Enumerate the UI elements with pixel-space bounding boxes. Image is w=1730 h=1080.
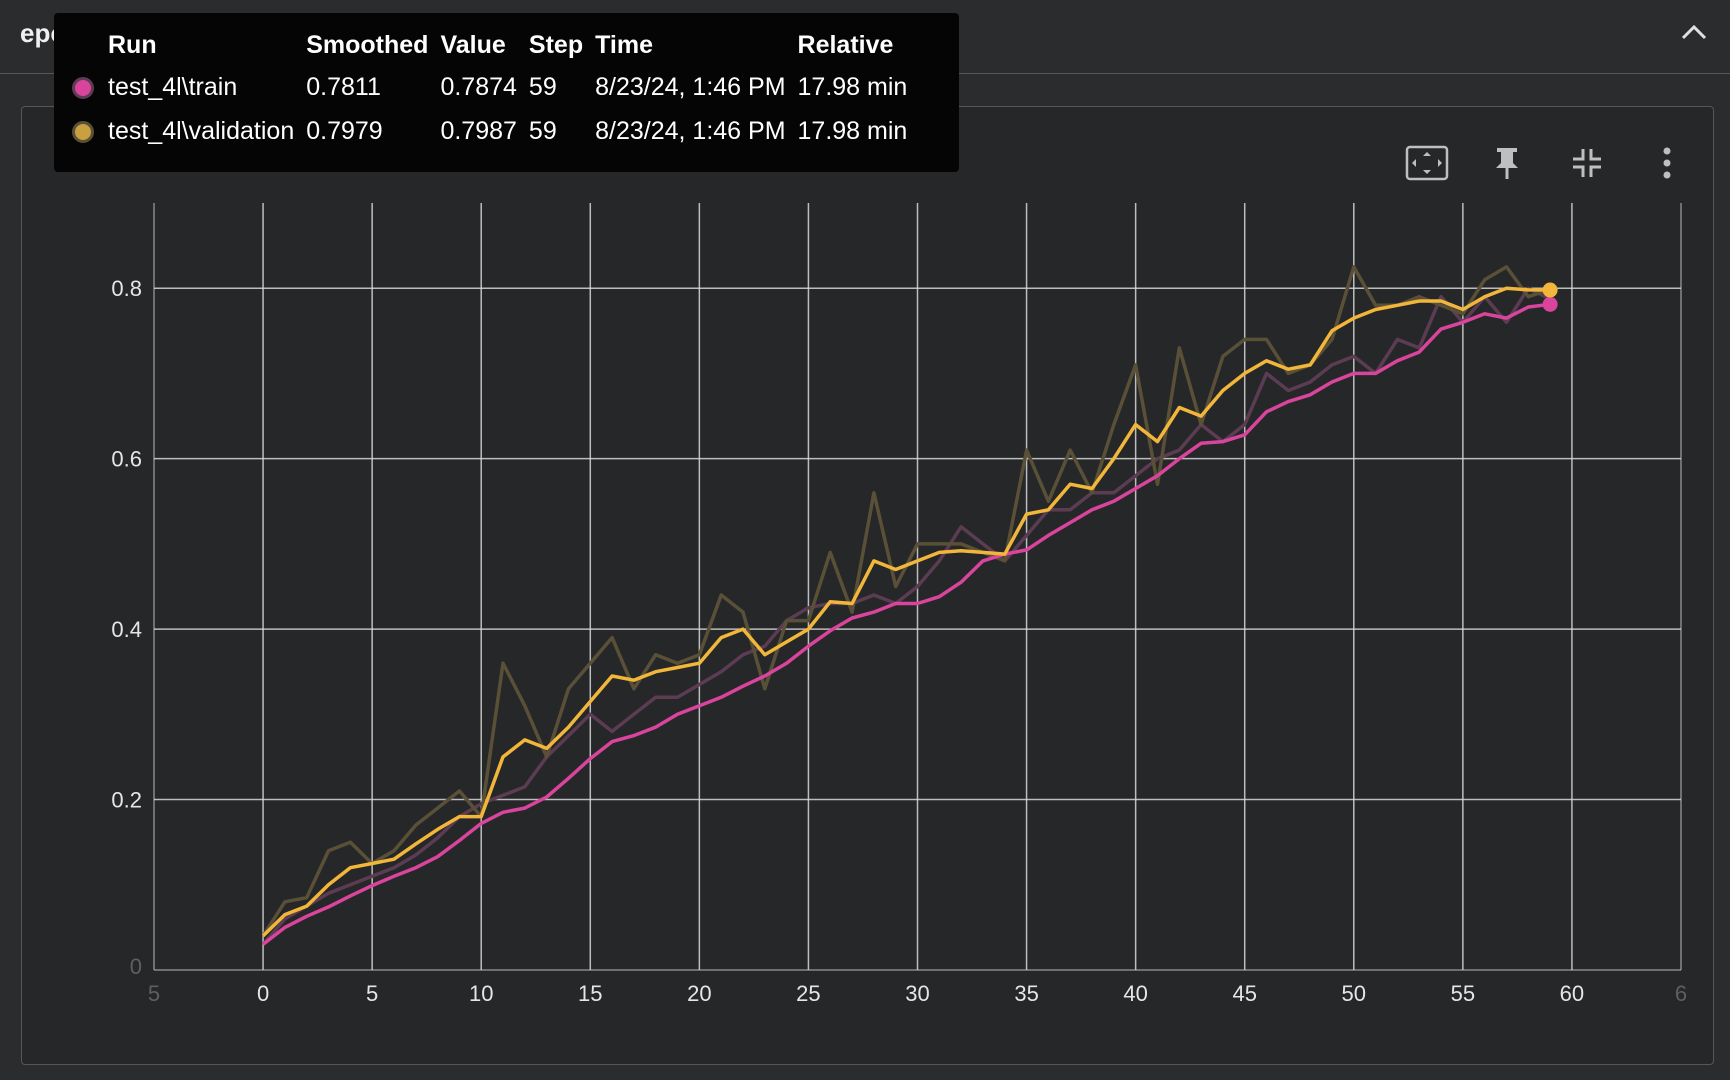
- x-tick-label: 15: [578, 981, 602, 1006]
- smoothed-value: 0.7811: [306, 72, 381, 101]
- x-tick-label: 30: [905, 981, 929, 1006]
- tick-labels: 0 5 10 15 20 25 30 35 40 45 50 55 605 60.20.40.60.80: [111, 276, 1687, 1006]
- tooltip-header-row: Run Smoothed Value Step Time Relative: [72, 31, 919, 65]
- value-header: Value: [440, 31, 506, 59]
- time-header: Time: [595, 31, 654, 59]
- fit-domain-icon: [1405, 145, 1449, 181]
- smoothed-value: 0.7979: [306, 116, 383, 145]
- validation-hover-point: [1542, 282, 1558, 298]
- chart-card: epoch_accuracy: [21, 106, 1714, 1065]
- step-header: Step: [528, 31, 584, 59]
- train-hover-point: [1542, 296, 1558, 312]
- x-tick-label: 40: [1123, 981, 1147, 1006]
- tooltip-row: test_4l\validation 0.7979 0.7987 59 8/23…: [72, 109, 919, 153]
- run-swatch: [72, 65, 108, 109]
- smoothed-header: Smoothed: [306, 31, 429, 59]
- x-tick-label: 10: [469, 981, 493, 1006]
- chevron-up-icon: [1681, 24, 1707, 40]
- relative-value: 17.98 min: [797, 116, 908, 145]
- tooltip-table: Run Smoothed Value Step Time Relative te…: [72, 31, 919, 153]
- y-tick-label: 0.8: [111, 276, 142, 301]
- x-tick-label: 60: [1560, 981, 1584, 1006]
- train-smoothed-line: [262, 302, 1551, 946]
- y-tick-label: 0.4: [111, 617, 142, 642]
- y-tick-label: 0.2: [111, 788, 142, 813]
- x-tick-label: 20: [687, 981, 711, 1006]
- time-value: 8/23/24, 1:46 PM: [595, 72, 786, 101]
- collapse-button[interactable]: [1672, 12, 1716, 52]
- validation-smoothed-line: [261, 286, 1551, 938]
- run-name: test_4l\validation: [108, 116, 295, 145]
- run-header: Run: [108, 31, 157, 59]
- more-vert-icon: [1663, 147, 1671, 179]
- x-tick-label: 35: [1014, 981, 1038, 1006]
- tooltip-row: test_4l\train 0.7811 0.7874 59 8/23/24, …: [72, 65, 919, 109]
- x-tick-label: 25: [796, 981, 820, 1006]
- x-tick-label: 50: [1342, 981, 1366, 1006]
- time-value: 8/23/24, 1:46 PM: [595, 116, 786, 145]
- pin-icon: [1496, 148, 1518, 179]
- validation-raw-line: [261, 265, 1551, 937]
- swatch-header: [72, 31, 108, 65]
- run-name: test_4l\train: [108, 72, 238, 101]
- x-tick-label-edge: 5: [148, 981, 160, 1006]
- x-tick-label-edge: 6: [1675, 981, 1687, 1006]
- relative-value: 17.98 min: [797, 72, 908, 101]
- pin-button[interactable]: [1482, 139, 1532, 187]
- minimize-button[interactable]: [1562, 139, 1612, 187]
- grid: [153, 203, 1682, 971]
- run-swatch: [72, 109, 108, 153]
- more-menu-button[interactable]: [1642, 139, 1692, 187]
- y-tick-label-edge: 0: [130, 954, 142, 979]
- x-tick-label: 45: [1232, 981, 1256, 1006]
- fit-domain-button[interactable]: [1402, 139, 1452, 187]
- run-color-dot: [72, 120, 94, 143]
- hover-markers: [1542, 282, 1558, 312]
- relative-header: Relative: [797, 31, 894, 59]
- step-value: 59: [528, 72, 557, 101]
- raw-value: 0.7987: [440, 116, 517, 145]
- x-tick-label: 0: [257, 981, 269, 1006]
- step-value: 59: [528, 116, 557, 145]
- raw-value: 0.7874: [440, 72, 517, 101]
- x-tick-label: 5: [366, 981, 378, 1006]
- run-color-dot: [72, 76, 94, 99]
- train-raw-line: [261, 286, 1551, 946]
- x-tick-label: 55: [1451, 981, 1475, 1006]
- collapse-arrows-icon: [1573, 149, 1601, 177]
- hover-tooltip: Run Smoothed Value Step Time Relative te…: [54, 13, 959, 172]
- y-tick-label: 0.6: [111, 447, 142, 472]
- smoothed-series-lines: [261, 286, 1551, 946]
